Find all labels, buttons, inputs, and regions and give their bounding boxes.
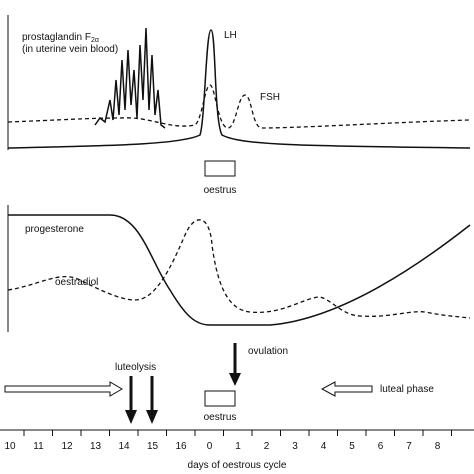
label: oestrus — [204, 185, 237, 196]
tick-label: 7 — [406, 441, 412, 452]
label: FSH — [260, 92, 280, 103]
tick-label: 14 — [118, 441, 130, 452]
label: prostaglandin F2α — [22, 32, 99, 44]
label: (in uterine vein blood) — [22, 44, 118, 55]
label: ovulation — [248, 346, 288, 357]
open-arrow — [320, 381, 373, 397]
tick-label: 4 — [321, 441, 327, 452]
label: LH — [224, 30, 237, 41]
tick-label: 6 — [378, 441, 384, 452]
arrowhead — [229, 373, 241, 386]
tick-label: 5 — [349, 441, 355, 452]
tick-label: 16 — [175, 441, 187, 452]
lh-curve — [7, 29, 471, 149]
tick-label: 0 — [207, 441, 213, 452]
oestradiol-curve — [7, 219, 471, 319]
tick-label: 2 — [264, 441, 270, 452]
tick-label: 10 — [4, 441, 16, 452]
arrowhead — [146, 410, 158, 424]
tick-label: 3 — [292, 441, 298, 452]
tick-label: 8 — [435, 441, 441, 452]
tick-label: 15 — [147, 441, 159, 452]
label: luteal phase — [380, 384, 434, 395]
ticks: 10 11 12 13 14 15 16 0 1 2 3 4 5 6 7 8 — [4, 430, 452, 452]
label: progesterone — [25, 224, 84, 235]
fsh-curve — [7, 84, 471, 129]
label: oestrus — [204, 412, 237, 423]
tick-label: 12 — [61, 441, 73, 452]
oestrus-box — [204, 160, 236, 177]
pgf-curve — [94, 27, 166, 129]
oestrus-box — [204, 390, 236, 407]
progesterone-curve — [8, 214, 471, 326]
tick-label: 11 — [33, 441, 44, 452]
tick-label: 13 — [90, 441, 102, 452]
label: luteolysis — [115, 362, 156, 373]
label: oestradiol — [55, 277, 98, 288]
axis-label: days of oestrous cycle — [188, 460, 287, 471]
arrowhead — [125, 410, 137, 424]
open-arrow — [4, 381, 123, 397]
tick-label: 1 — [235, 441, 241, 452]
